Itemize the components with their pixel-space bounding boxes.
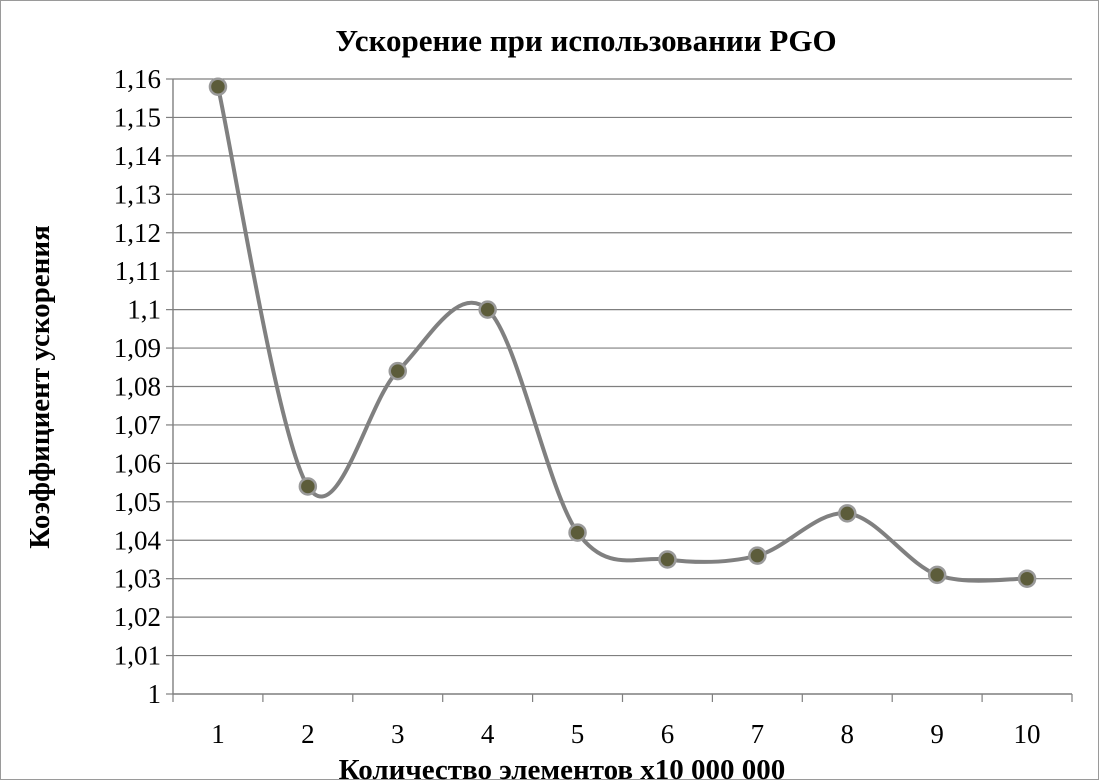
- y-tick-label: 1,07: [114, 410, 161, 440]
- y-tick-label: 1,16: [114, 64, 161, 94]
- y-tick-label: 1,15: [114, 102, 161, 132]
- data-point: [838, 504, 857, 523]
- data-point: [658, 550, 677, 569]
- x-tick-label: 6: [661, 719, 675, 749]
- series-line: [215, 84, 1030, 583]
- y-tick-label: 1,01: [114, 641, 161, 671]
- y-tick-label: 1,11: [115, 256, 161, 286]
- x-tick-label: 8: [841, 719, 855, 749]
- data-point: [748, 546, 767, 565]
- series-layer: [208, 77, 1037, 588]
- y-axis-title: Коэффициент ускорения: [24, 225, 56, 549]
- y-tick-label: 1,12: [114, 218, 161, 248]
- y-tick-label: 1,02: [114, 602, 161, 632]
- y-tick-labels: 1 1,01 1,02 1,03 1,04 1,05 1,06 1,07 1,08 1,09 1,1…: [114, 64, 162, 709]
- x-axis-title: Количество элементов х10 000 000: [339, 754, 786, 781]
- y-tick-label: 1,13: [114, 179, 161, 209]
- y-tick-label: 1: [148, 679, 162, 709]
- y-tick-label: 1,14: [114, 141, 162, 171]
- x-tick-label: 3: [391, 719, 405, 749]
- x-tick-label: 4: [481, 719, 495, 749]
- data-point: [927, 565, 947, 585]
- x-tick-label: 5: [571, 719, 585, 749]
- data-point: [478, 300, 497, 319]
- y-tick-label: 1,09: [114, 333, 161, 363]
- x-tick-labels: 1 2 3 4 5 6 7 8 9 10: [211, 719, 1040, 749]
- x-tick-label: 9: [930, 719, 944, 749]
- y-tick-label: 1,1: [127, 295, 161, 325]
- data-point: [298, 477, 318, 496]
- y-tick-label: 1,05: [114, 487, 161, 517]
- y-tick-label: 1,08: [114, 372, 161, 402]
- x-tick-label: 10: [1014, 719, 1041, 749]
- data-point: [388, 361, 407, 381]
- y-tick-label: 1,04: [114, 525, 162, 555]
- y-tick-label: 1,03: [114, 564, 161, 594]
- y-tick-label: 1,06: [114, 448, 161, 478]
- x-tick-label: 2: [301, 719, 315, 749]
- data-point: [1017, 569, 1037, 588]
- data-point: [208, 77, 228, 96]
- data-point: [568, 523, 587, 542]
- grid-lines: [173, 78, 1072, 657]
- x-tick-label: 1: [211, 719, 225, 749]
- x-tick-label: 7: [751, 719, 765, 749]
- chart-title: Ускорение при использовании PGO: [335, 23, 836, 58]
- axes: [166, 78, 1073, 702]
